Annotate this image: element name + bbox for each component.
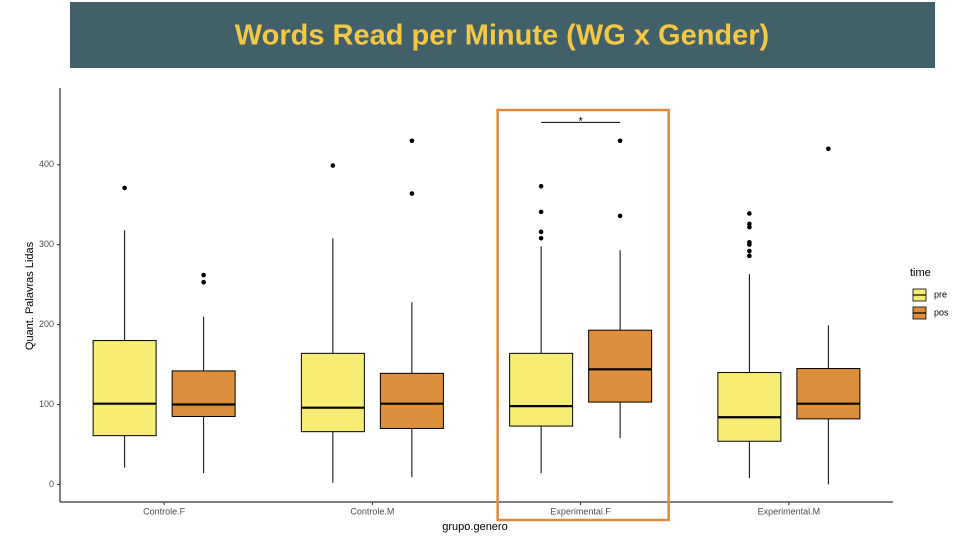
y-tick-label: 100 (39, 399, 54, 409)
box (588, 329, 653, 403)
highlight-box (496, 108, 670, 522)
outlier (330, 163, 336, 168)
outlier (538, 184, 544, 189)
legend-title: time (910, 267, 931, 279)
x-tick-label: Experimental.M (758, 506, 821, 516)
x-tick-label: Controle.F (143, 506, 186, 516)
title-banner (70, 2, 935, 68)
y-axis-label: Quant. Palavras Lidas (24, 241, 36, 350)
significance-label: * (578, 115, 583, 127)
box (300, 352, 365, 433)
outlier (409, 191, 415, 196)
outlier (747, 211, 752, 216)
legend-label: pos (934, 307, 949, 317)
chart-title: Words Read per Minute (WG x Gender) (235, 20, 769, 52)
box (796, 368, 861, 420)
outlier (122, 185, 127, 191)
y-tick-label: 400 (39, 159, 54, 169)
outlier (538, 229, 544, 235)
outlier (617, 213, 623, 219)
x-tick-label: Experimental.F (550, 506, 611, 516)
box (171, 370, 236, 417)
box (509, 352, 574, 427)
outlier (201, 279, 206, 285)
outlier (747, 242, 752, 247)
box (92, 340, 157, 437)
y-tick-label: 200 (39, 319, 54, 329)
x-tick-label: Controle.M (350, 506, 394, 516)
outlier (538, 209, 544, 215)
y-tick-label: 0 (49, 479, 54, 489)
outlier (826, 146, 831, 152)
outlier (747, 221, 752, 227)
outlier (409, 138, 415, 144)
box (717, 372, 782, 442)
outlier (538, 235, 544, 241)
outlier (747, 248, 752, 254)
y-tick-label: 300 (39, 239, 54, 249)
legend-label: pre (934, 289, 947, 299)
outlier (747, 253, 752, 259)
x-axis-label: grupo.genero (442, 521, 507, 533)
outlier (617, 138, 623, 144)
outlier (747, 224, 752, 230)
box (379, 372, 444, 429)
outlier (201, 272, 206, 278)
